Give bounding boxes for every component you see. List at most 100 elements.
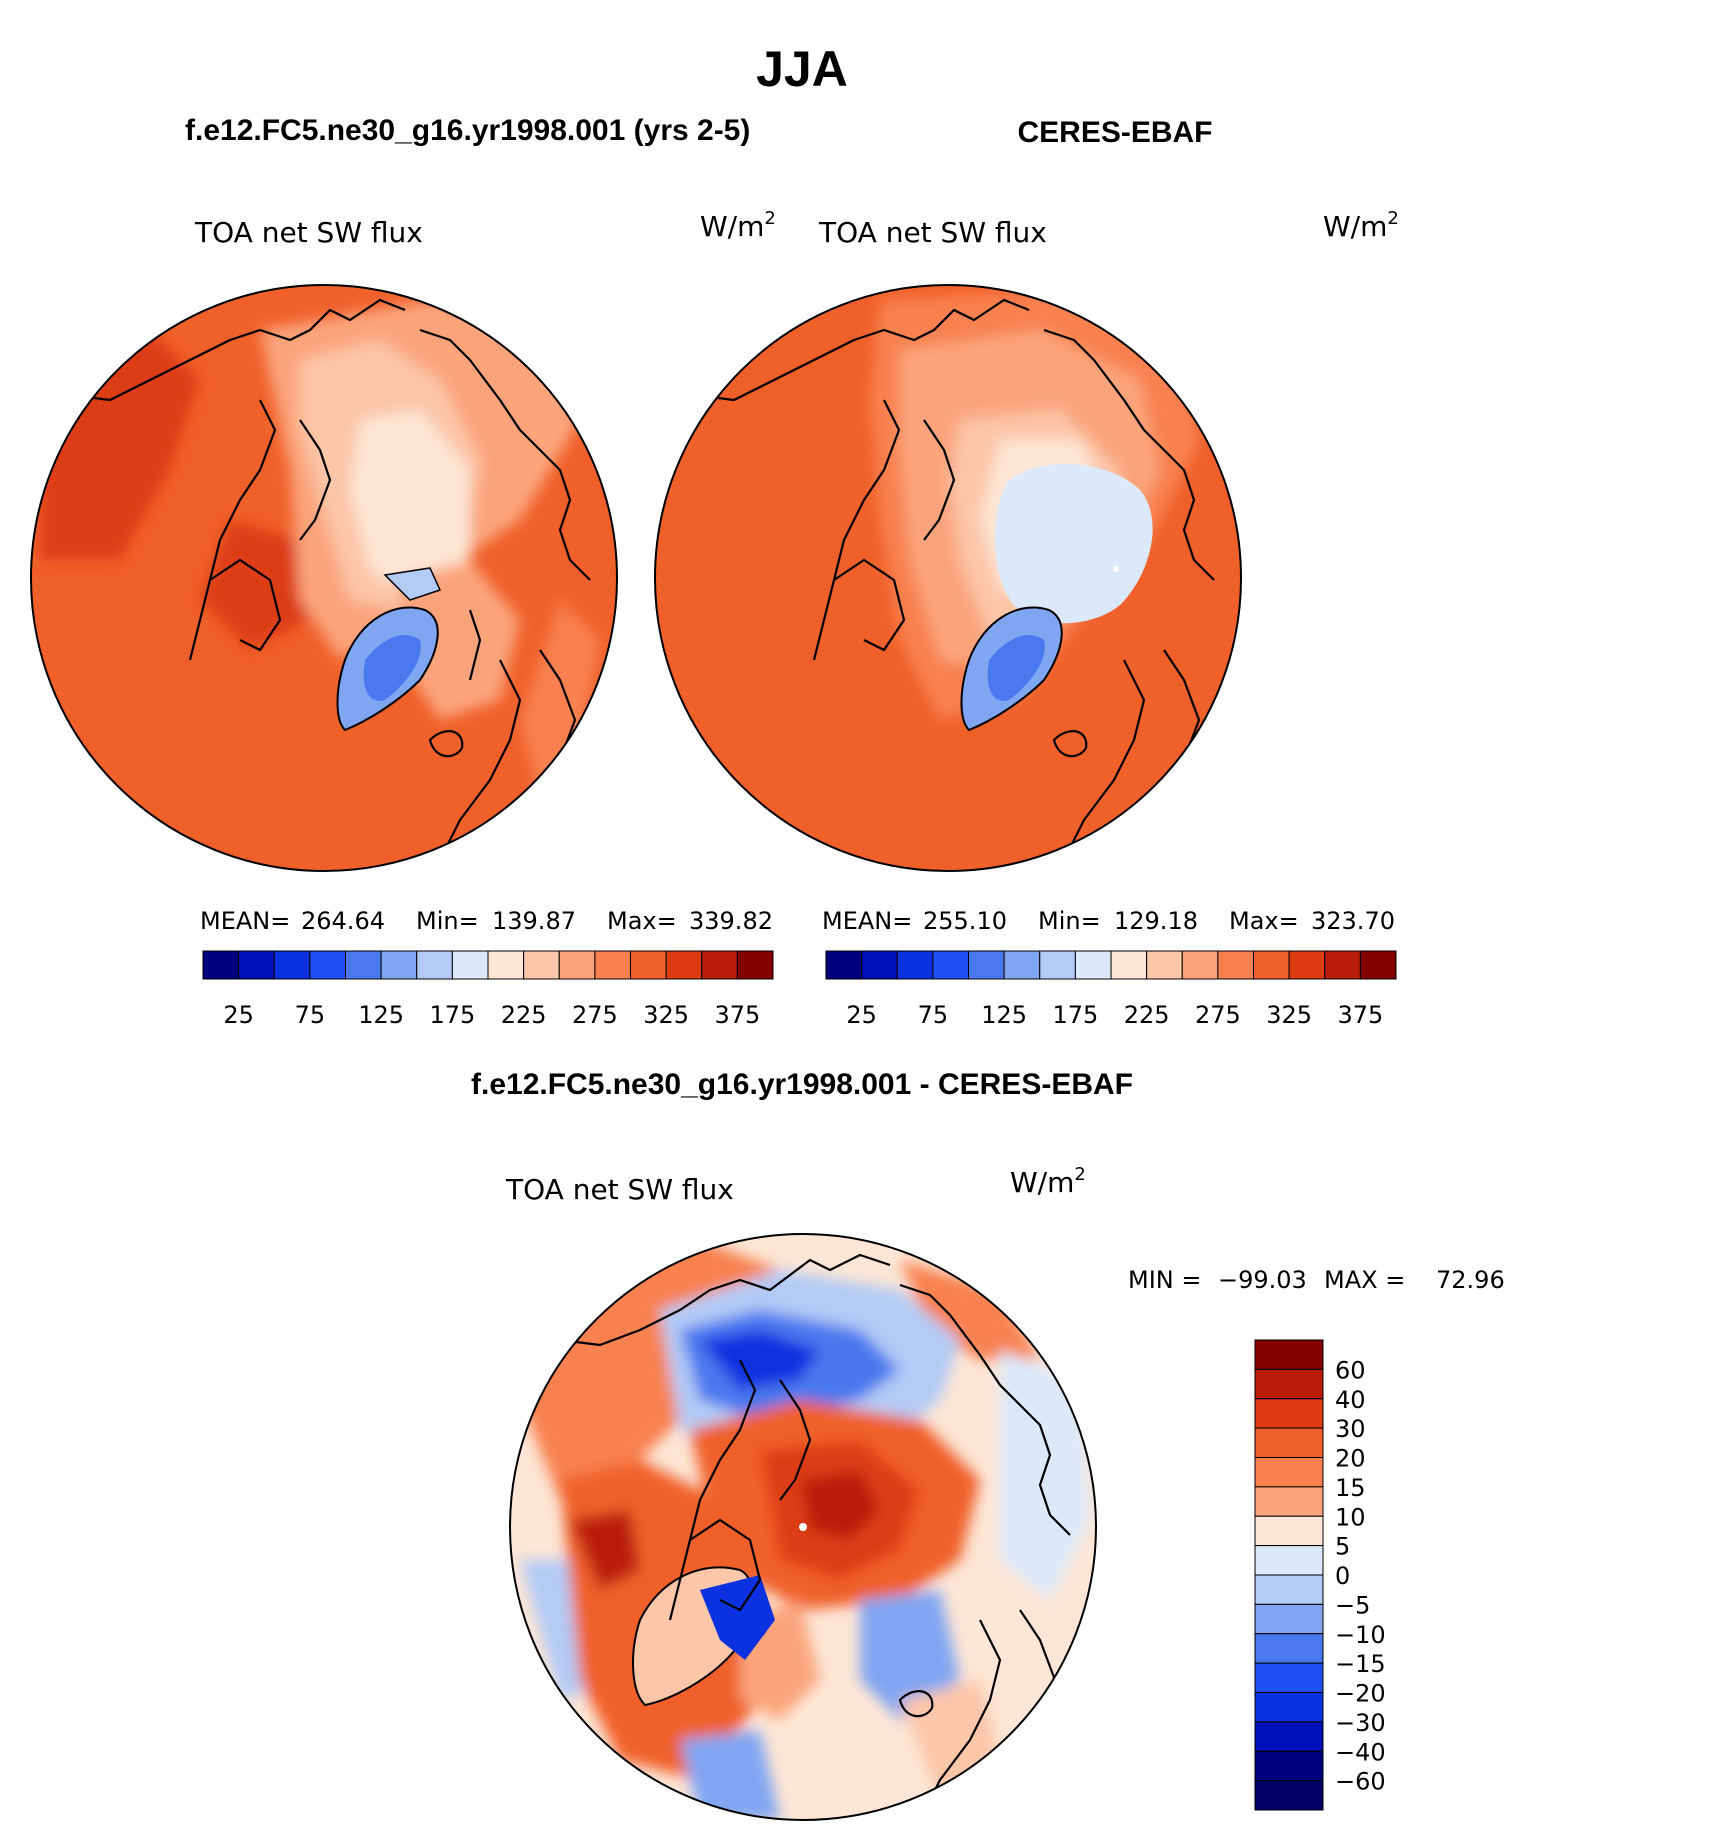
colorbar-box	[1074, 950, 1112, 980]
colorbar-model: 25 75 125 175 225 275 325 375	[202, 950, 774, 1029]
colorbar-tick-label: 10	[1335, 1503, 1366, 1531]
map-obs	[654, 284, 1242, 872]
colorbar-box	[968, 950, 1005, 980]
panel-model-units: W/m2	[700, 208, 776, 243]
max-label: MAX =	[1324, 1266, 1405, 1294]
colorbar-tick-label: 175	[1052, 1001, 1098, 1029]
colorbar-tick-label: 225	[1124, 1001, 1170, 1029]
colorbar-tick-label: 40	[1335, 1386, 1366, 1414]
colorbar-tick-label: 275	[572, 1001, 618, 1029]
colorbar-box	[1217, 950, 1254, 980]
mean-label: MEAN=	[822, 907, 912, 935]
colorbar-box	[896, 950, 934, 980]
colorbar-box	[1254, 1486, 1324, 1517]
colorbar-box	[1254, 1427, 1324, 1458]
colorbar-tick-label: 15	[1335, 1474, 1366, 1502]
colorbar-box	[825, 950, 863, 980]
panel-model-title: f.e12.FC5.ne30_g16.yr1998.001 (yrs 2-5)	[185, 114, 750, 147]
min-label: MIN =	[1128, 1266, 1201, 1294]
panel-model-variable: TOA net SW flux	[194, 216, 423, 249]
colorbar-tick-label: 125	[981, 1001, 1027, 1029]
colorbar-tick-label: −5	[1335, 1591, 1370, 1619]
colorbar-box	[861, 950, 898, 980]
colorbar-box	[1254, 1339, 1324, 1370]
max-label: Max=	[607, 907, 677, 935]
colorbar-obs: 25 75 125 175 225 275 325 375	[825, 950, 1397, 1029]
colorbar-box	[1254, 1750, 1324, 1782]
colorbar-tick-label: 5	[1335, 1533, 1350, 1561]
colorbar-tick-label: −40	[1335, 1738, 1386, 1766]
colorbar-tick-label: 225	[501, 1001, 547, 1029]
diff-title: f.e12.FC5.ne30_g16.yr1998.001 - CERES-EB…	[471, 1068, 1133, 1101]
colorbar-tick-label: 325	[1266, 1001, 1312, 1029]
colorbar-box	[1254, 1692, 1324, 1723]
colorbar-tick-label: 375	[1337, 1001, 1383, 1029]
mean-label: MEAN=	[200, 907, 290, 935]
colorbar-box	[523, 950, 560, 980]
colorbar-box	[932, 950, 969, 980]
map-diff	[509, 1233, 1097, 1821]
colorbar-box	[701, 950, 738, 980]
panel-obs-stats: MEAN= 255.10 Min= 129.18 Max= 323.70	[822, 907, 1395, 935]
colorbar-box	[345, 950, 382, 980]
map-model	[30, 284, 618, 872]
colorbar-tick-label: −20	[1335, 1680, 1386, 1708]
colorbar-box	[630, 950, 667, 980]
colorbar-box	[1039, 950, 1076, 980]
colorbar-box	[1254, 1662, 1324, 1693]
colorbar-box	[380, 950, 418, 980]
colorbar-box	[1254, 1457, 1324, 1488]
colorbar-box	[487, 950, 525, 980]
panel-obs-title: CERES-EBAF	[1017, 116, 1212, 149]
colorbar-box	[1254, 1398, 1324, 1429]
colorbar-box	[558, 950, 596, 980]
colorbar-tick-label: 325	[643, 1001, 689, 1029]
colorbar-tick-label: −30	[1335, 1709, 1386, 1737]
panel-model-stats: MEAN= 264.64 Min= 139.87 Max= 339.82	[200, 907, 773, 935]
colorbar-box	[1288, 950, 1326, 980]
colorbar-box	[451, 950, 489, 980]
colorbar-box	[1254, 1603, 1324, 1635]
colorbar-tick-label: 375	[714, 1001, 760, 1029]
min-value: 129.18	[1114, 907, 1198, 935]
colorbar-box	[202, 950, 240, 980]
colorbar-tick-label: −60	[1335, 1768, 1386, 1796]
colorbar-box	[1253, 950, 1290, 980]
colorbar-box	[1254, 1633, 1324, 1664]
colorbar-tick-label: 75	[295, 1001, 326, 1029]
colorbar-box	[1254, 1780, 1324, 1811]
min-label: Min=	[416, 907, 479, 935]
max-value: 72.96	[1436, 1266, 1505, 1294]
diff-variable: TOA net SW flux	[505, 1173, 734, 1206]
colorbar-tick-label: 25	[223, 1001, 254, 1029]
colorbar-box	[1254, 1368, 1324, 1400]
colorbar-tick-label: 30	[1335, 1415, 1366, 1443]
colorbar-box	[1146, 950, 1183, 980]
diff-units: W/m2	[1010, 1164, 1086, 1199]
colorbar-box	[416, 950, 453, 980]
colorbar-box	[238, 950, 275, 980]
panel-obs-units: W/m2	[1323, 208, 1399, 243]
figure-title: JJA	[756, 41, 848, 97]
colorbar-box	[1324, 950, 1361, 980]
colorbar-tick-label: 175	[429, 1001, 475, 1029]
colorbar-tick-label: 125	[358, 1001, 404, 1029]
mean-value: 264.64	[301, 907, 385, 935]
colorbar-tick-label: 25	[846, 1001, 877, 1029]
colorbar-box	[1254, 1721, 1324, 1752]
max-label: Max=	[1229, 907, 1299, 935]
max-value: 339.82	[689, 907, 773, 935]
colorbar-tick-label: 0	[1335, 1562, 1350, 1590]
min-value: −99.03	[1218, 1266, 1307, 1294]
max-value: 323.70	[1311, 907, 1395, 935]
colorbar-box	[594, 950, 631, 980]
colorbar-box	[665, 950, 703, 980]
colorbar-tick-label: 275	[1195, 1001, 1241, 1029]
colorbar-box	[1181, 950, 1219, 980]
colorbar-tick-label: −15	[1335, 1650, 1386, 1678]
diff-stats: MIN = −99.03 MAX = 72.96	[1128, 1266, 1505, 1294]
colorbar-box	[1003, 950, 1041, 980]
colorbar-box	[309, 950, 346, 980]
